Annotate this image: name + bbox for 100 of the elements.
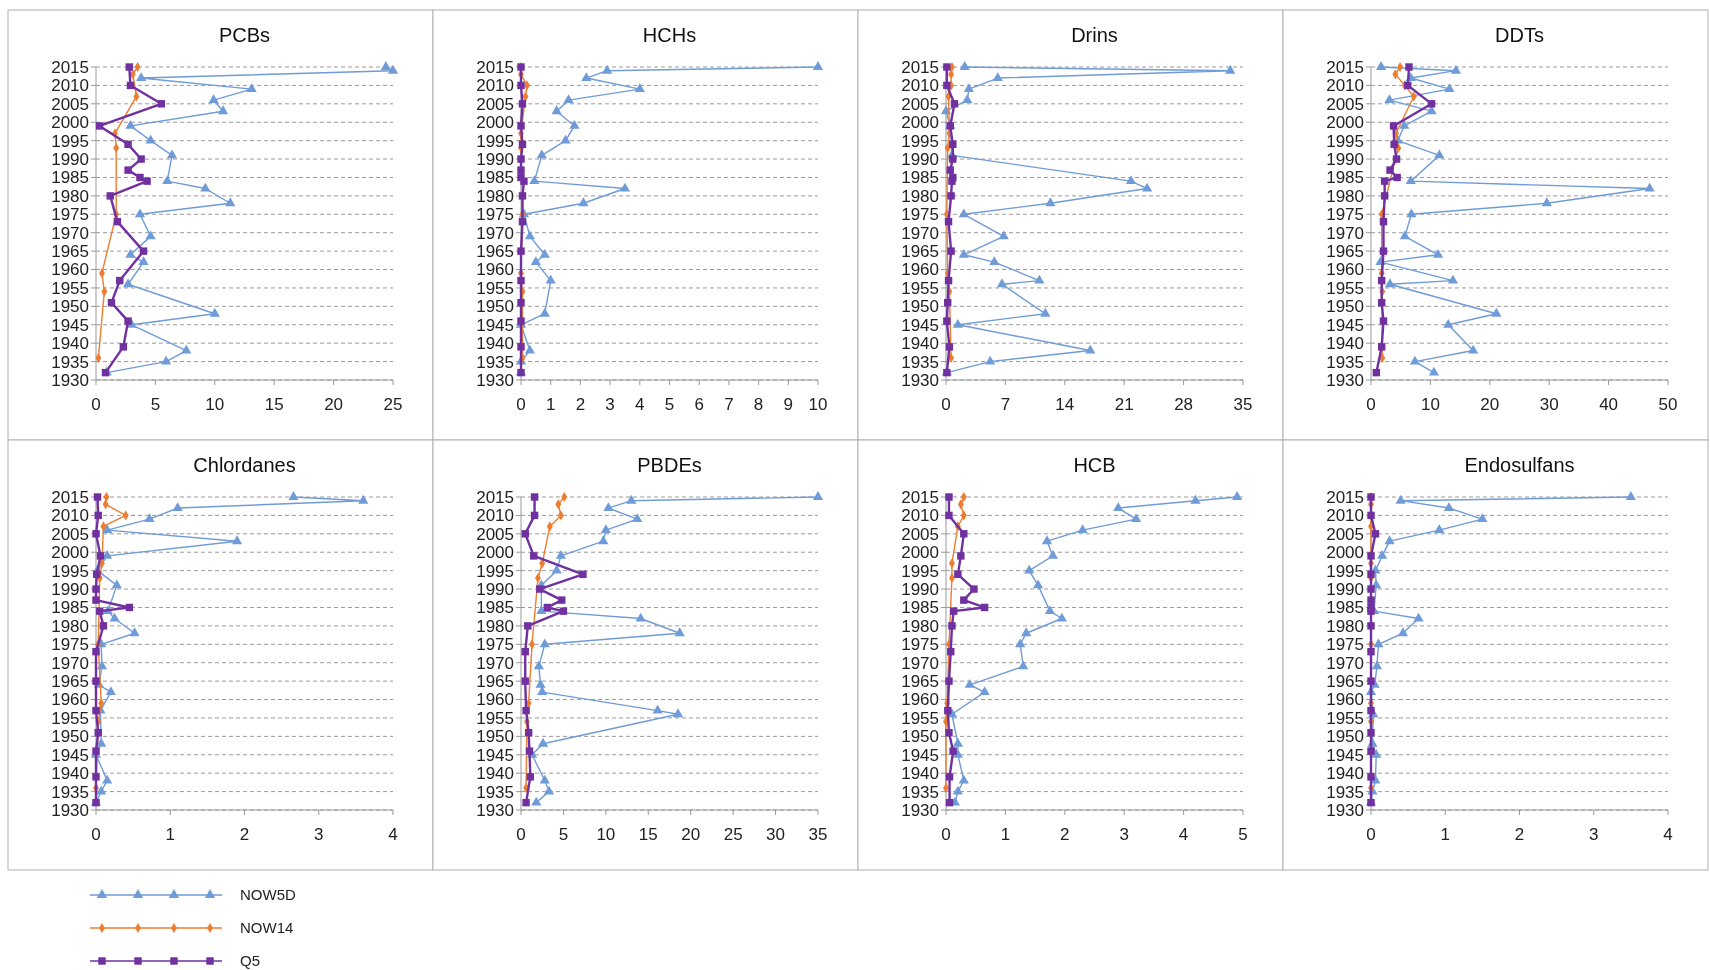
x-tick-label: 35: [1233, 395, 1253, 414]
y-tick-label: 1940: [901, 334, 939, 354]
y-tick-label: 1930: [901, 370, 939, 390]
y-tick-label: 1945: [51, 745, 89, 765]
x-tick-label: 2: [239, 825, 250, 844]
y-tick-label: 2015: [901, 487, 939, 507]
y-tick-label: 1975: [901, 205, 939, 225]
x-tick-label: 4: [1663, 825, 1673, 844]
y-tick-label: 2010: [476, 76, 514, 96]
y-tick-label: 2010: [51, 76, 89, 96]
x-tick-label: 0: [1366, 395, 1376, 414]
x-tick-label: 15: [264, 395, 284, 414]
x-tick-label: 3: [605, 395, 615, 414]
y-tick-label: 1995: [51, 561, 89, 581]
y-tick-label: 1935: [51, 782, 89, 802]
y-tick-label: 1970: [901, 223, 939, 243]
y-tick-label: 1940: [51, 334, 89, 354]
y-tick-label: 2015: [476, 57, 514, 77]
y-tick-label: 1990: [1326, 150, 1364, 170]
x-tick-label: 10: [596, 825, 616, 844]
legend-label: NOW14: [240, 919, 294, 937]
y-tick-label: 1990: [476, 150, 514, 170]
y-tick-label: 1985: [476, 598, 514, 618]
y-tick-label: 1975: [476, 205, 514, 225]
y-tick-label: 1985: [901, 168, 939, 188]
x-tick-label: 20: [681, 825, 701, 844]
x-tick-label: 20: [324, 395, 344, 414]
y-tick-label: 1960: [476, 690, 514, 710]
chart-title: HCB: [1073, 454, 1116, 476]
y-tick-label: 1990: [51, 580, 89, 600]
y-tick-label: 2005: [51, 94, 89, 114]
y-tick-label: 1985: [51, 168, 89, 188]
y-tick-label: 1980: [901, 616, 939, 636]
y-tick-label: 1990: [476, 580, 514, 600]
chart-title: Chlordanes: [193, 454, 296, 476]
y-tick-label: 2000: [51, 113, 89, 133]
x-tick-label: 10: [205, 395, 225, 414]
y-tick-label: 1930: [901, 800, 939, 820]
y-tick-label: 1995: [476, 131, 514, 151]
y-tick-label: 1940: [901, 764, 939, 784]
y-tick-label: 1990: [51, 150, 89, 170]
y-tick-label: 1985: [901, 598, 939, 618]
y-tick-label: 1965: [476, 672, 514, 692]
y-tick-label: 1955: [476, 278, 514, 298]
y-tick-label: 1995: [901, 131, 939, 151]
y-tick-label: 1950: [51, 297, 89, 317]
y-tick-label: 1980: [476, 616, 514, 636]
x-tick-label: 3: [1589, 825, 1599, 844]
y-tick-label: 1995: [51, 131, 89, 151]
y-tick-label: 1930: [51, 800, 89, 820]
y-tick-label: 1985: [51, 598, 89, 618]
x-tick-label: 7: [1000, 395, 1011, 414]
x-tick-label: 30: [766, 825, 786, 844]
y-tick-label: 1945: [901, 315, 939, 335]
y-tick-label: 1940: [51, 764, 89, 784]
y-tick-label: 2010: [51, 506, 89, 526]
y-tick-label: 1985: [1326, 168, 1364, 188]
y-tick-label: 1960: [1326, 260, 1364, 280]
y-tick-label: 1960: [901, 690, 939, 710]
y-tick-label: 1950: [901, 297, 939, 317]
x-tick-label: 4: [635, 395, 645, 414]
y-tick-label: 1970: [476, 223, 514, 243]
y-tick-label: 2015: [476, 487, 514, 507]
y-tick-label: 1980: [51, 616, 89, 636]
y-tick-label: 2000: [476, 113, 514, 133]
x-tick-label: 10: [808, 395, 828, 414]
y-tick-label: 1955: [1326, 278, 1364, 298]
x-tick-label: 14: [1055, 395, 1075, 414]
y-tick-label: 1955: [51, 278, 89, 298]
y-tick-label: 1945: [51, 315, 89, 335]
chart-title: Drins: [1071, 24, 1118, 46]
legend-label: Q5: [240, 952, 261, 970]
y-tick-label: 2015: [1326, 487, 1364, 507]
x-tick-label: 2: [1514, 825, 1525, 844]
x-tick-label: 2: [1060, 825, 1070, 844]
y-tick-label: 1965: [901, 672, 939, 692]
y-tick-label: 1935: [1326, 782, 1364, 802]
y-tick-label: 1975: [901, 635, 939, 655]
y-tick-label: 2015: [51, 487, 89, 507]
y-tick-label: 2010: [1326, 506, 1364, 526]
y-tick-label: 2005: [901, 524, 939, 544]
y-tick-label: 2015: [901, 57, 939, 77]
x-tick-label: 25: [383, 395, 403, 414]
y-tick-label: 1970: [901, 653, 939, 673]
x-tick-label: 0: [516, 395, 526, 414]
x-tick-label: 21: [1114, 395, 1134, 414]
x-tick-label: 0: [941, 395, 951, 414]
x-tick-label: 20: [1480, 395, 1500, 414]
y-tick-label: 1955: [901, 278, 939, 298]
y-tick-label: 2000: [901, 543, 939, 563]
y-tick-label: 1950: [476, 727, 514, 747]
y-tick-label: 1985: [476, 168, 514, 188]
x-tick-label: 0: [1366, 825, 1376, 844]
y-tick-label: 1940: [1326, 764, 1364, 784]
y-tick-label: 1995: [901, 561, 939, 581]
x-tick-label: 5: [1238, 825, 1248, 844]
y-tick-label: 1975: [51, 635, 89, 655]
y-tick-label: 1945: [1326, 745, 1364, 765]
y-tick-label: 1975: [51, 205, 89, 225]
chart-title: PCBs: [218, 24, 271, 46]
